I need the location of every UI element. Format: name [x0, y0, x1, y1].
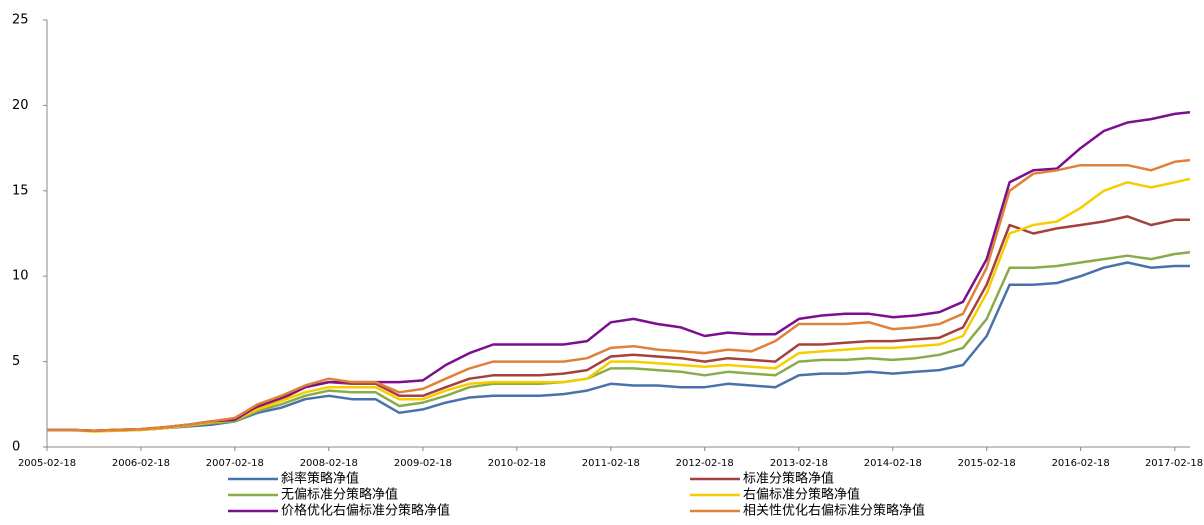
y-tick-label: 20	[12, 98, 29, 113]
legend-label: 斜率策略净值	[281, 471, 359, 487]
x-tick-label: 2008-02-18	[300, 458, 358, 469]
y-tick-label: 5	[12, 354, 20, 369]
legend-label: 右偏标准分策略净值	[743, 487, 860, 503]
legend-label: 价格优化右偏标准分策略净值	[281, 503, 450, 519]
legend-label: 相关性优化右偏标准分策略净值	[743, 503, 925, 519]
x-tick-label: 2009-02-18	[394, 458, 452, 469]
x-tick-label: 2016-02-18	[1052, 458, 1110, 469]
y-tick-label: 10	[12, 269, 29, 284]
x-tick-label: 2017-02-18	[1145, 458, 1203, 469]
y-tick-label: 0	[12, 440, 20, 455]
x-tick-label: 2010-02-18	[488, 458, 546, 469]
series-line	[47, 251, 1191, 433]
x-tick-label: 2007-02-18	[206, 458, 264, 469]
x-tick-label: 2011-02-18	[582, 458, 640, 469]
x-tick-label: 2015-02-18	[958, 458, 1016, 469]
series-line	[47, 177, 1191, 433]
legend-label: 标准分策略净值	[743, 471, 834, 487]
series-line	[47, 110, 1191, 433]
x-tick-label: 2006-02-18	[112, 458, 170, 469]
y-tick-label: 25	[12, 13, 29, 28]
x-tick-label: 2012-02-18	[676, 458, 734, 469]
y-tick-label: 15	[12, 183, 29, 198]
x-tick-label: 2005-02-18	[18, 458, 76, 469]
x-tick-label: 2013-02-18	[770, 458, 828, 469]
x-tick-label: 2014-02-18	[864, 458, 922, 469]
series-line	[47, 215, 1190, 433]
series-line	[47, 158, 1191, 433]
legend-label: 无偏标准分策略净值	[281, 487, 398, 503]
